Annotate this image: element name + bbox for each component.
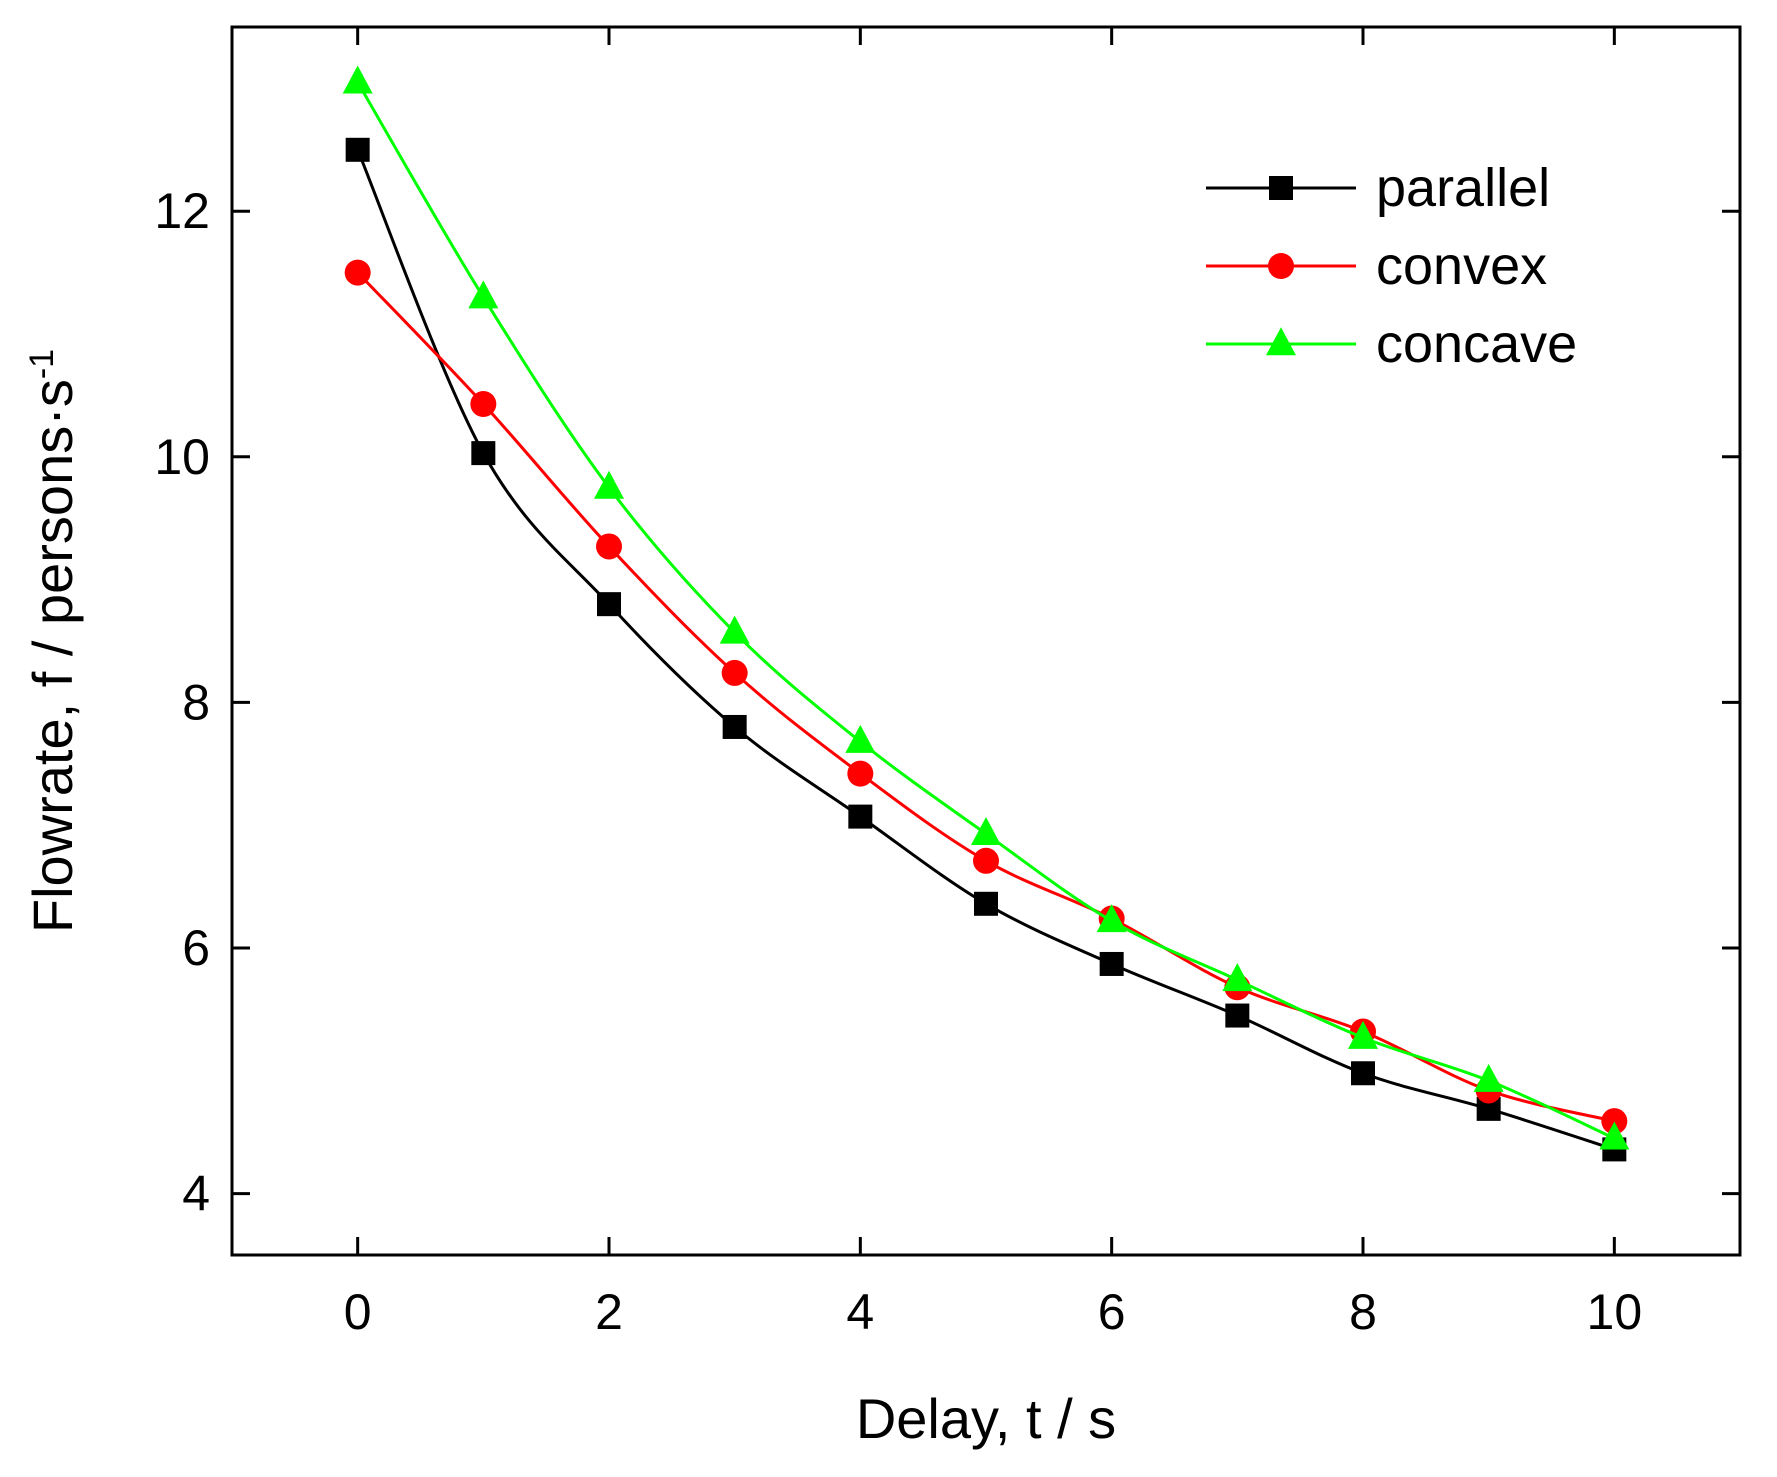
data-point-concave — [468, 280, 499, 309]
legend-label: concave — [1376, 314, 1577, 374]
x-tick-label: 4 — [846, 1284, 874, 1340]
data-point-convex — [344, 259, 371, 286]
series-layer — [342, 65, 1630, 1162]
axes-layer: 0 2 4 6 8 10 4 6 8 10 12 — [154, 25, 1742, 1340]
legend-marker — [1268, 253, 1294, 279]
data-point-parallel — [1099, 951, 1124, 976]
y-tick-label: 8 — [182, 674, 210, 730]
x-tick-label: 2 — [595, 1284, 623, 1340]
data-point-concave — [1348, 1020, 1378, 1049]
series-line-parallel — [356, 149, 1615, 1151]
data-point-parallel — [345, 137, 370, 162]
data-point-parallel — [974, 891, 998, 916]
data-point-parallel — [1225, 1003, 1250, 1028]
legend-marker — [1269, 176, 1293, 200]
data-point-concave — [1473, 1063, 1504, 1092]
data-point-convex — [973, 847, 999, 874]
y-tick-label: 10 — [154, 429, 210, 485]
data-point-concave — [845, 724, 876, 753]
series-concave — [342, 65, 1630, 1150]
data-point-convex — [1601, 1108, 1628, 1135]
legend-marker — [1266, 327, 1296, 356]
y-tick-label: 4 — [182, 1166, 210, 1222]
data-point-concave — [1222, 963, 1253, 992]
data-point-parallel — [1351, 1061, 1375, 1086]
data-point-concave — [1599, 1121, 1630, 1150]
y-axis-title-main: Flowrate, f / persons·s — [21, 379, 84, 933]
legend-item-convex: convex — [1206, 236, 1547, 296]
series-convex — [344, 259, 1628, 1135]
data-point-parallel — [471, 441, 496, 466]
x-axis-title: Delay, t / s — [856, 1387, 1116, 1450]
series-line-convex — [356, 271, 1615, 1123]
y-axis-title: Flowrate, f / persons·s-1 — [21, 349, 84, 933]
data-point-convex — [721, 659, 748, 686]
data-point-concave — [342, 65, 373, 94]
y-tick-label: 12 — [154, 183, 210, 239]
data-point-convex — [470, 390, 497, 417]
data-point-parallel — [848, 804, 873, 829]
series-parallel — [345, 137, 1627, 1162]
data-point-concave — [1096, 904, 1127, 933]
data-point-concave — [971, 816, 1001, 845]
legend-label: parallel — [1376, 158, 1550, 218]
data-point-convex — [847, 760, 874, 787]
y-axis-title-superscript: -1 — [23, 349, 61, 379]
legend-label: convex — [1376, 236, 1547, 296]
plot-frame — [230, 25, 1742, 1257]
series-line-concave — [356, 81, 1615, 1140]
x-tick-label: 0 — [344, 1284, 372, 1340]
data-point-convex — [596, 533, 622, 560]
data-point-concave — [719, 615, 750, 644]
legend-item-concave: concave — [1206, 314, 1577, 374]
legend: parallel convex concave — [1206, 158, 1577, 374]
x-tick-label: 8 — [1349, 1284, 1377, 1340]
data-point-parallel — [722, 714, 747, 739]
data-point-concave — [594, 470, 624, 499]
x-tick-label: 10 — [1587, 1284, 1643, 1340]
legend-item-parallel: parallel — [1206, 158, 1550, 218]
x-tick-label: 6 — [1098, 1284, 1126, 1340]
y-tick-label: 6 — [182, 920, 210, 976]
data-point-parallel — [597, 592, 621, 617]
